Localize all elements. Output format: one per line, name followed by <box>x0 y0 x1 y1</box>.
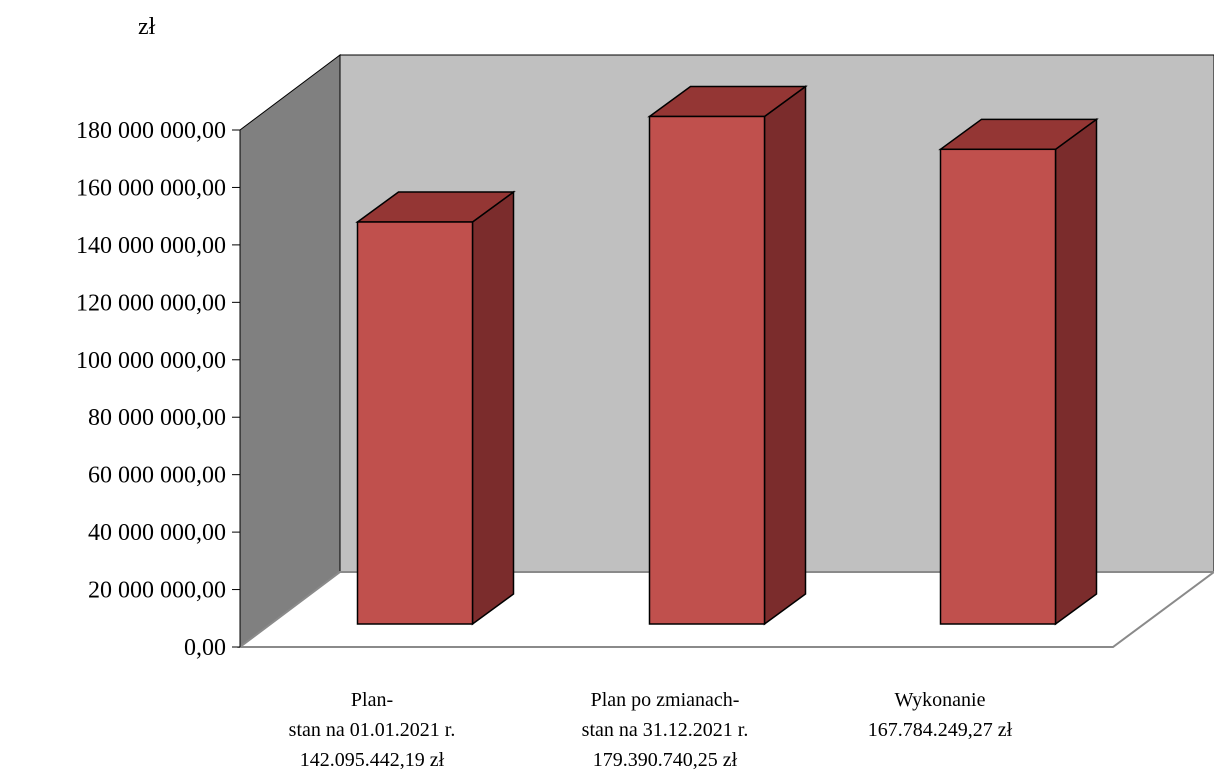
bar-side <box>1054 117 1098 626</box>
bar <box>647 85 808 626</box>
x-category-label: Plan po zmianach-stan na 31.12.2021 r. 17… <box>582 689 749 771</box>
bar <box>355 190 516 626</box>
y-tick-label: 140 000 000,00 <box>76 233 226 259</box>
y-tick-label: 160 000 000,00 <box>76 175 226 201</box>
y-tick-label: 60 000 000,00 <box>88 463 226 489</box>
bar-front <box>648 115 766 625</box>
y-tick-label: 120 000 000,00 <box>76 290 226 316</box>
y-tick-label: 100 000 000,00 <box>76 348 226 374</box>
y-tick-label: 80 000 000,00 <box>88 405 226 431</box>
bar-front <box>356 221 474 625</box>
side-wall <box>239 54 341 648</box>
y-tick-label: 40 000 000,00 <box>88 520 226 546</box>
y-tick-label: 180 000 000,00 <box>76 118 226 144</box>
bar-front <box>939 148 1057 625</box>
x-category-label: Plan-stan na 01.01.2021 r. 142.095.442,19… <box>289 689 456 771</box>
y-tick-label: 0,00 <box>184 635 226 661</box>
bar <box>938 117 1099 626</box>
bar-side <box>471 190 515 626</box>
x-category-label: Wykonanie 167.784.249,27 zł <box>868 689 1013 741</box>
y-tick-label: 20 000 000,00 <box>88 578 226 604</box>
bar-side <box>763 85 807 626</box>
y-unit-label: zł <box>138 14 156 40</box>
